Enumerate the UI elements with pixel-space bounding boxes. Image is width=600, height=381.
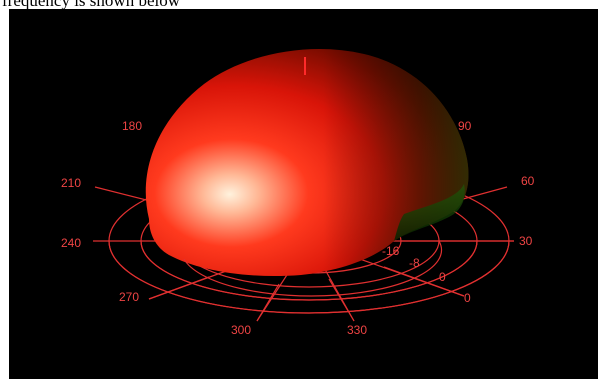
azimuth-label-330: 330	[347, 323, 367, 337]
radiation-pattern-plot: 0 30 60 90 180 210 240 270 300 330 -16 -…	[9, 9, 598, 379]
azimuth-label-300: 300	[231, 323, 251, 337]
azimuth-label-90: 90	[458, 119, 472, 133]
radial-label-minus16: -16	[382, 244, 400, 258]
azimuth-label-210: 210	[61, 176, 81, 190]
grid-front-spoke-270	[148, 276, 210, 300]
surface-shading	[145, 48, 469, 277]
radial-label-0: 0	[439, 270, 446, 284]
grid-front-inner	[183, 240, 443, 297]
azimuth-label-180: 180	[122, 119, 142, 133]
azimuth-label-0: 0	[464, 291, 471, 305]
polar-grid-front	[108, 240, 514, 322]
azimuth-label-240: 240	[61, 236, 81, 250]
azimuth-labels: 0 30 60 90 180 210 240 270 300 330	[61, 119, 535, 337]
radial-label-minus8: -8	[409, 256, 420, 270]
grid-front-spoke-0	[383, 266, 465, 297]
caption-text: frequency is shown below	[2, 0, 180, 10]
surface-green-rim	[394, 184, 465, 241]
grid-front-middle	[140, 240, 478, 301]
azimuth-label-60: 60	[521, 174, 535, 188]
azimuth-label-270: 270	[119, 290, 139, 304]
azimuth-label-30: 30	[519, 234, 533, 248]
plot-svg: 0 30 60 90 180 210 240 270 300 330 -16 -…	[61, 48, 535, 337]
grid-front-spoke-300	[256, 283, 280, 322]
grid-front-outer	[108, 240, 510, 314]
grid-front-spoke-330	[328, 278, 355, 322]
radial-labels: -16 -8 0	[382, 244, 446, 284]
radiation-surface	[145, 48, 469, 277]
